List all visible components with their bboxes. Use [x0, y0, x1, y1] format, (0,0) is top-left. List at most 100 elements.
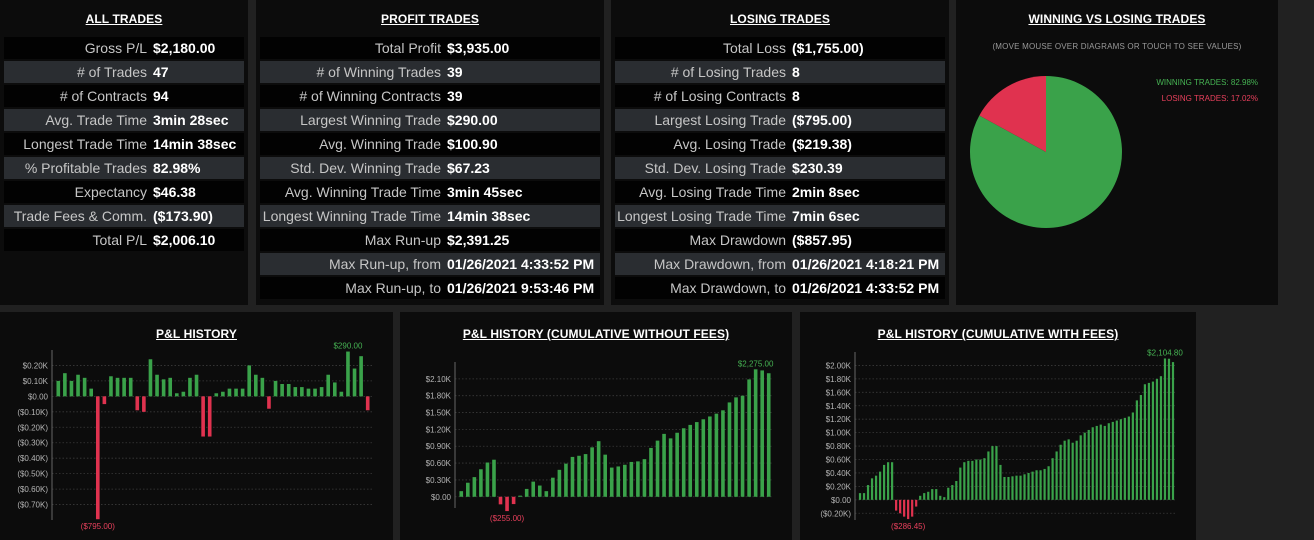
- pl-cumulative-with-fees-chart[interactable]: $2.00K $1.80K $1.60K $1.40K $1.20K $1.00K $0.8…: [800, 312, 1196, 540]
- bar[interactable]: [1043, 468, 1046, 500]
- bar[interactable]: [148, 359, 153, 397]
- bar[interactable]: [911, 499, 914, 517]
- bar[interactable]: [999, 464, 1002, 500]
- bar[interactable]: [947, 487, 950, 500]
- pie-slice-losing[interactable]: [979, 76, 1046, 152]
- bar[interactable]: [688, 424, 693, 497]
- bar[interactable]: [931, 489, 934, 500]
- bar[interactable]: [472, 477, 477, 497]
- bar[interactable]: [590, 447, 594, 497]
- bar[interactable]: [240, 388, 245, 397]
- bar[interactable]: [935, 489, 938, 500]
- bar[interactable]: [69, 380, 74, 397]
- bar[interactable]: [544, 491, 549, 497]
- bar[interactable]: [959, 467, 962, 500]
- bar[interactable]: [247, 365, 252, 397]
- bar[interactable]: [82, 377, 87, 397]
- bar[interactable]: [306, 388, 311, 397]
- bar[interactable]: [102, 396, 107, 405]
- bar[interactable]: [1083, 432, 1086, 500]
- bar[interactable]: [616, 466, 621, 497]
- bar[interactable]: [135, 396, 140, 411]
- bar[interactable]: [1139, 395, 1142, 500]
- bar[interactable]: [923, 493, 926, 500]
- bar[interactable]: [583, 454, 588, 497]
- bar[interactable]: [681, 428, 686, 497]
- bar[interactable]: [181, 391, 186, 397]
- bar[interactable]: [1151, 381, 1155, 500]
- bar[interactable]: [983, 458, 986, 500]
- bar[interactable]: [740, 395, 745, 497]
- bar[interactable]: [951, 485, 954, 500]
- bar[interactable]: [564, 463, 568, 497]
- bar[interactable]: [56, 380, 61, 397]
- bar[interactable]: [1003, 476, 1006, 500]
- bar[interactable]: [623, 464, 627, 497]
- bar[interactable]: [939, 495, 942, 500]
- bar[interactable]: [878, 471, 882, 500]
- bar[interactable]: [987, 451, 990, 500]
- bar[interactable]: [866, 485, 870, 500]
- bar[interactable]: [1099, 424, 1102, 500]
- bar[interactable]: [359, 356, 363, 397]
- bar[interactable]: [603, 454, 607, 497]
- bar[interactable]: [89, 388, 94, 397]
- bar[interactable]: [214, 393, 219, 397]
- bar[interactable]: [971, 460, 974, 500]
- bar[interactable]: [747, 379, 751, 497]
- bar[interactable]: [1171, 362, 1175, 500]
- bar[interactable]: [339, 391, 344, 397]
- bar[interactable]: [1123, 417, 1126, 500]
- bar[interactable]: [142, 396, 146, 412]
- bar[interactable]: [280, 384, 284, 397]
- bar[interactable]: [1035, 470, 1038, 500]
- bar[interactable]: [895, 499, 898, 511]
- bar[interactable]: [1051, 458, 1054, 500]
- bar[interactable]: [188, 377, 192, 397]
- bar[interactable]: [293, 387, 298, 397]
- bar[interactable]: [967, 460, 970, 500]
- win-loss-pie-chart[interactable]: [968, 74, 1124, 230]
- bar[interactable]: [557, 469, 562, 497]
- bar[interactable]: [365, 396, 370, 411]
- bar[interactable]: [234, 388, 238, 397]
- bar[interactable]: [128, 377, 133, 397]
- bar[interactable]: [915, 499, 918, 507]
- bar[interactable]: [1143, 384, 1147, 500]
- bar[interactable]: [1103, 425, 1106, 500]
- bar[interactable]: [479, 469, 483, 497]
- bar[interactable]: [609, 467, 614, 497]
- bar[interactable]: [313, 388, 317, 397]
- bar[interactable]: [1119, 419, 1122, 500]
- bar[interactable]: [955, 481, 958, 500]
- bar[interactable]: [995, 446, 998, 500]
- bar[interactable]: [721, 410, 725, 497]
- bar[interactable]: [1147, 382, 1151, 500]
- bar[interactable]: [991, 446, 994, 500]
- bar[interactable]: [1067, 439, 1070, 500]
- bar[interactable]: [551, 477, 555, 497]
- bar[interactable]: [694, 422, 699, 497]
- bar[interactable]: [1167, 358, 1171, 500]
- bar[interactable]: [1079, 435, 1082, 500]
- bar[interactable]: [352, 368, 357, 397]
- bar[interactable]: [1015, 475, 1018, 500]
- bar[interactable]: [174, 393, 179, 397]
- bar[interactable]: [319, 387, 324, 397]
- bar[interactable]: [115, 377, 120, 397]
- bar[interactable]: [874, 475, 878, 500]
- bar[interactable]: [975, 459, 978, 500]
- bar[interactable]: [1023, 474, 1026, 500]
- bar[interactable]: [636, 461, 640, 497]
- bar[interactable]: [655, 440, 660, 497]
- bar[interactable]: [95, 396, 100, 520]
- bar[interactable]: [332, 382, 337, 397]
- bar[interactable]: [760, 370, 764, 497]
- bar[interactable]: [267, 396, 271, 409]
- bar[interactable]: [903, 499, 906, 517]
- bar[interactable]: [701, 419, 706, 497]
- bar[interactable]: [459, 491, 464, 497]
- bar[interactable]: [891, 462, 894, 500]
- bar[interactable]: [1087, 429, 1090, 500]
- bar[interactable]: [511, 496, 516, 505]
